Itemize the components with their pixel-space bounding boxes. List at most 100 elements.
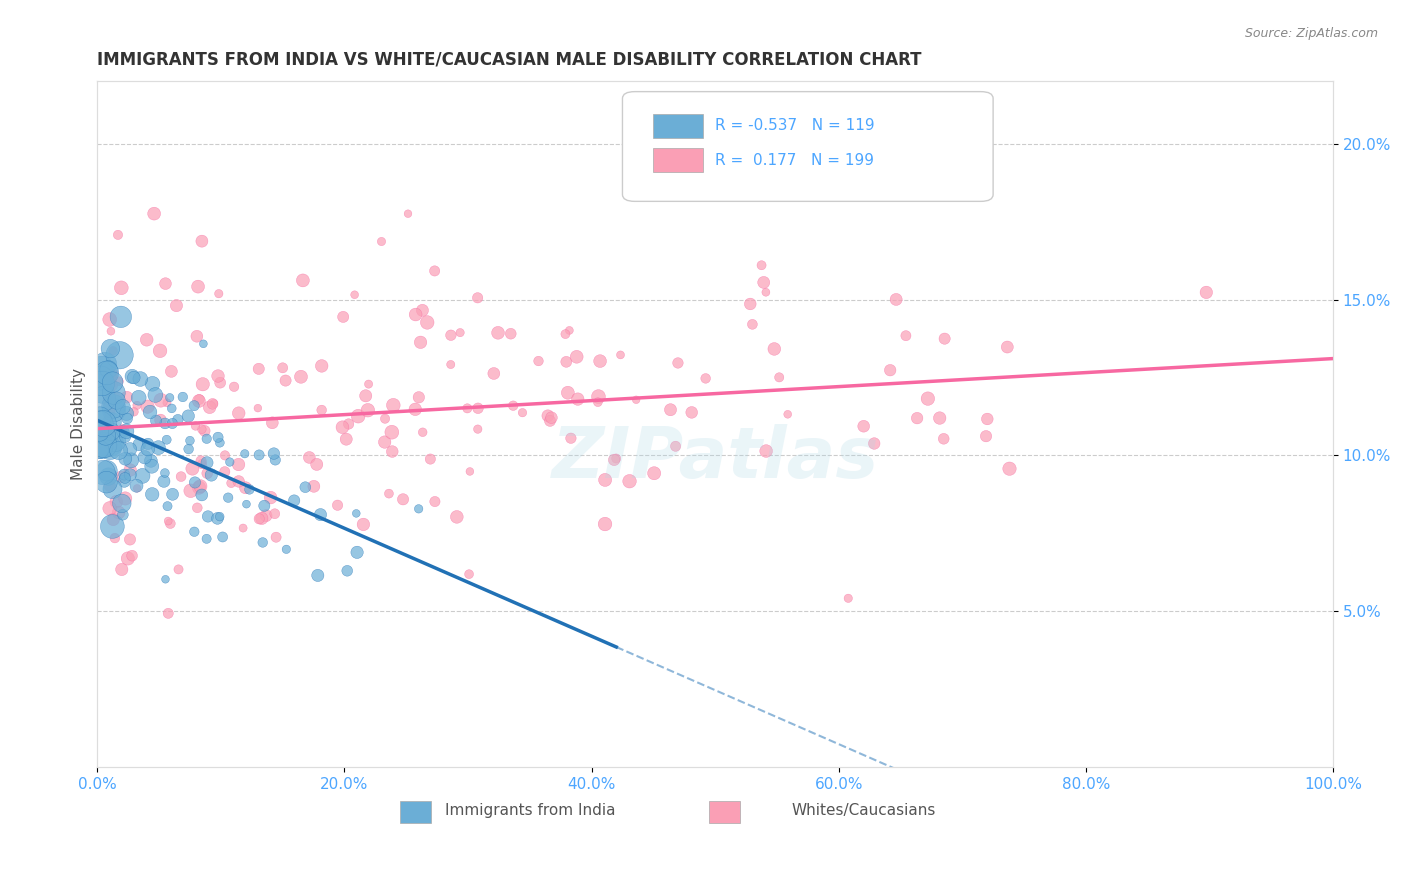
Point [195,432,218,446]
Point [115,411,138,425]
Point [228,406,250,420]
Point [218,455,240,469]
Point [741,318,763,332]
Point [149,393,172,408]
Point [96,464,118,478]
Point [114,491,136,506]
Point [184,419,207,434]
Point [264,453,287,467]
Point [247,448,270,462]
Point [458,465,481,479]
Point [217,491,239,505]
Point [752,276,775,290]
Point [537,409,560,423]
Point [419,452,441,467]
Point [554,327,576,342]
Point [141,376,163,391]
Point [852,419,875,434]
Point [98,406,121,420]
Point [183,399,205,413]
Point [298,450,321,465]
Point [917,392,939,406]
Point [588,390,610,404]
Point [186,329,208,343]
Point [156,433,179,447]
Point [111,422,134,436]
Point [149,413,172,427]
Point [659,402,682,417]
Point [302,479,325,493]
FancyBboxPatch shape [654,148,703,172]
Point [538,414,561,428]
Point [233,447,256,461]
Point [156,499,179,513]
Point [294,480,316,494]
Point [127,481,149,495]
Point [344,507,367,521]
Point [238,483,260,497]
Point [467,291,489,305]
FancyBboxPatch shape [709,801,740,823]
Point [94,357,117,371]
FancyBboxPatch shape [654,114,703,138]
Point [263,447,285,461]
Point [121,549,143,563]
Point [167,562,190,576]
Point [440,328,463,343]
Point [181,461,204,475]
Point [107,443,129,458]
Point [512,406,534,420]
Point [105,393,128,408]
Point [114,451,136,466]
Point [593,473,616,487]
Text: Immigrants from India: Immigrants from India [444,803,614,818]
Point [160,364,183,378]
Point [374,411,396,425]
Point [409,335,432,350]
Point [103,512,125,526]
Text: Whites/Caucasians: Whites/Caucasians [792,803,935,818]
Point [170,469,193,483]
Point [94,428,117,442]
Point [153,417,176,431]
Point [155,277,177,291]
Point [209,376,232,390]
Point [98,404,121,418]
Point [103,400,125,414]
Point [482,367,505,381]
Point [894,328,917,343]
Point [396,207,419,221]
Point [115,390,138,404]
Point [187,394,209,409]
Point [183,524,205,539]
Point [115,407,138,421]
Point [643,467,665,481]
Point [681,405,703,419]
Point [995,340,1018,354]
Point [191,488,214,502]
Point [103,385,125,400]
Point [254,508,277,523]
Point [751,258,773,272]
Point [558,323,581,337]
Point [98,432,121,446]
Point [98,479,121,493]
Point [136,437,159,451]
Point [235,497,257,511]
Point [91,376,114,391]
Point [307,568,329,582]
Point [89,438,111,452]
Point [195,467,218,481]
Point [540,410,562,425]
Point [283,493,305,508]
Point [404,402,426,417]
Point [207,369,229,384]
Point [208,435,231,450]
Point [326,498,349,512]
Point [343,287,366,301]
Point [98,312,121,326]
Point [609,348,631,362]
Point [565,350,588,364]
Point [89,411,111,425]
Point [89,442,111,457]
